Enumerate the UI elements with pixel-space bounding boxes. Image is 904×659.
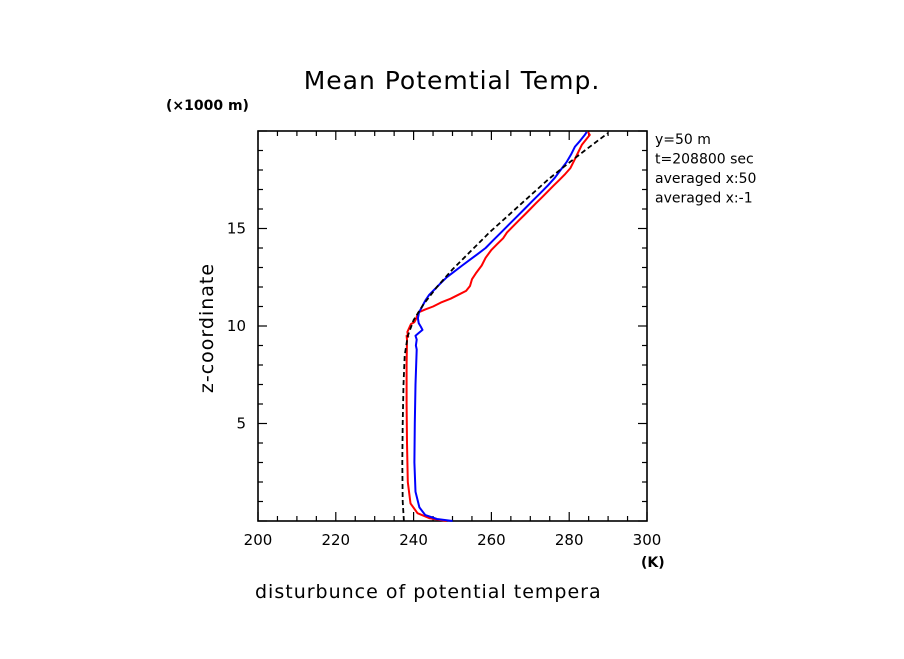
y-axis-label: z-coordinate [196, 263, 218, 393]
info-line: averaged x:50 [655, 171, 756, 187]
x-tick-label: 260 [477, 531, 506, 549]
x-tick-label: 280 [555, 531, 584, 549]
series-line-1 [405, 131, 591, 522]
info-line: averaged x:-1 [655, 191, 753, 207]
x-tick-label: 220 [321, 531, 350, 549]
series-line-2 [413, 131, 588, 522]
y-tick-label: 10 [227, 317, 246, 335]
info-text-block: y=50 m t=208800 sec averaged x:50 averaged … [655, 132, 756, 207]
info-line: t=208800 sec [655, 152, 754, 168]
y-unit-label: (×1000 m) [166, 98, 249, 114]
plot-frame-rect [257, 130, 648, 522]
plot-frame [257, 130, 648, 522]
series-line-3 [401, 132, 609, 522]
x-tick-label: 200 [244, 531, 273, 549]
info-line: y=50 m [655, 132, 711, 148]
series-lines [401, 131, 609, 522]
x-tick-label: 240 [399, 531, 428, 549]
x-tick-labels: 200 220 240 260 280 300 [244, 531, 662, 549]
x-tick-label: 300 [633, 531, 662, 549]
y-tick-label: 5 [236, 415, 246, 433]
x-axis-label: disturbunce of potential tempera [255, 581, 602, 603]
y-tick-labels: 5 10 15 [227, 220, 246, 433]
axis-ticks [257, 130, 648, 522]
y-tick-label: 15 [227, 220, 246, 238]
x-unit-label: (K) [641, 555, 665, 571]
chart-title: Mean Potemtial Temp. [304, 66, 601, 95]
